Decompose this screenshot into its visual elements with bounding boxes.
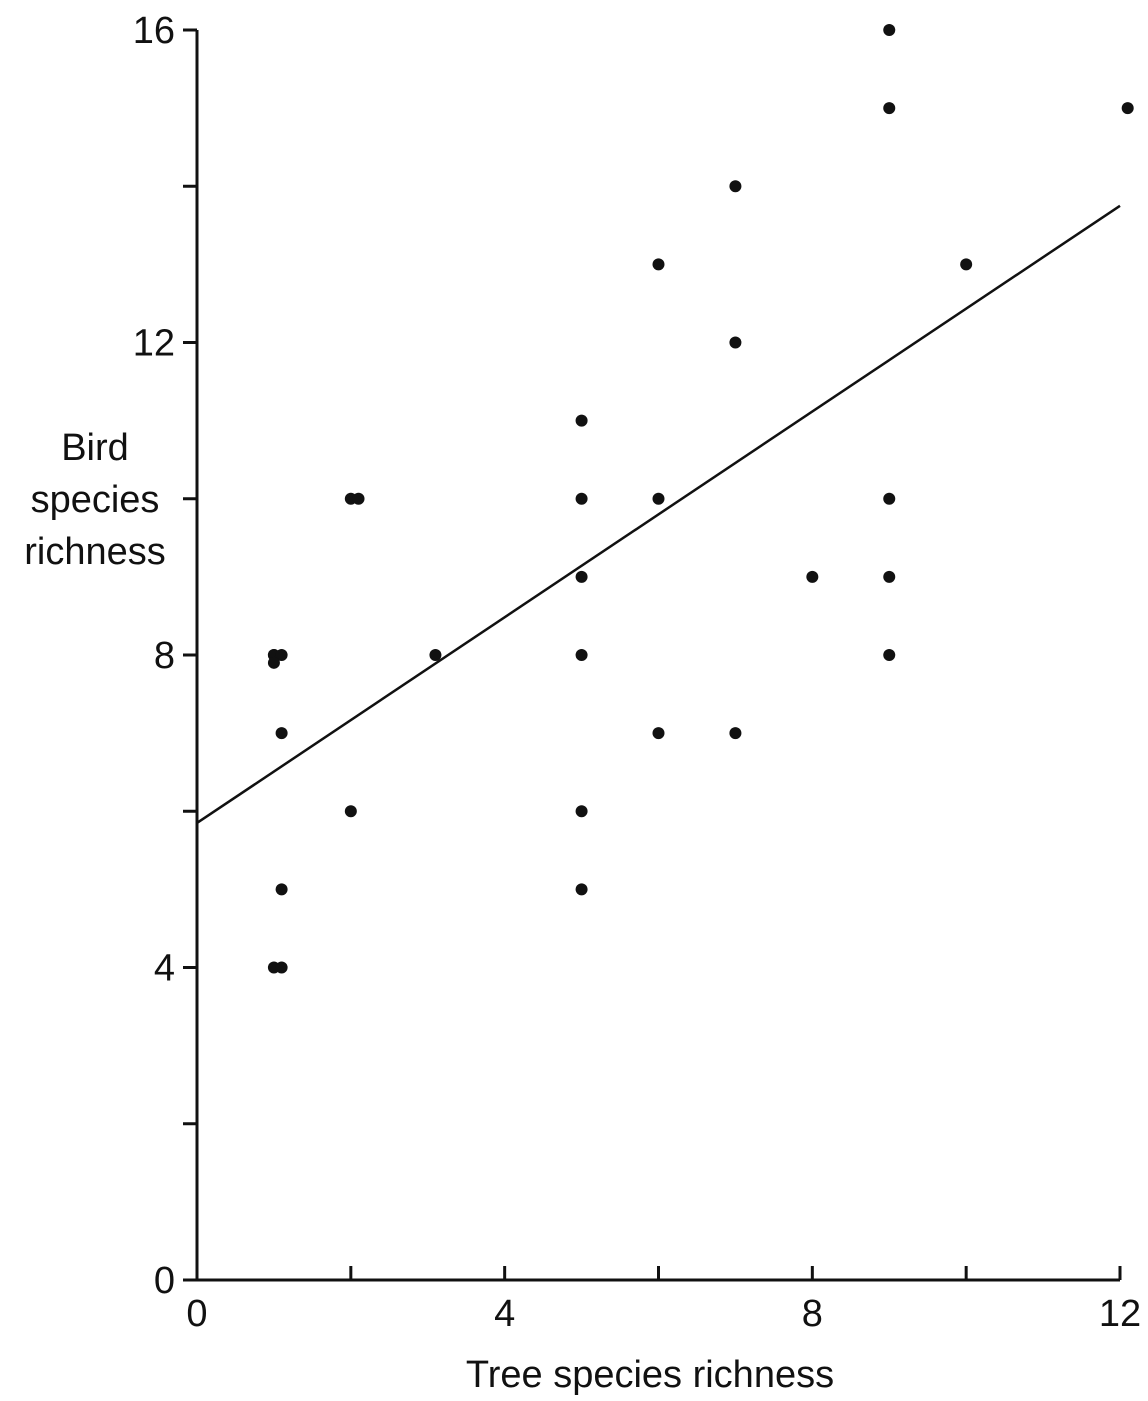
data-point xyxy=(1121,102,1134,115)
data-point xyxy=(729,336,742,349)
data-point xyxy=(883,649,896,661)
data-point xyxy=(352,492,365,505)
data-point xyxy=(960,258,973,271)
x-tick-label: 8 xyxy=(802,1293,823,1335)
data-point xyxy=(806,570,819,583)
data-point xyxy=(275,727,288,740)
data-point xyxy=(883,102,896,115)
data-point xyxy=(267,656,280,669)
data-point xyxy=(575,414,588,427)
data-point xyxy=(883,570,896,583)
data-point xyxy=(883,24,896,36)
y-tick-label: 4 xyxy=(154,948,175,990)
data-point xyxy=(575,492,588,505)
data-point xyxy=(344,805,357,818)
data-point xyxy=(883,492,896,505)
data-point xyxy=(729,180,742,193)
y-axis-title-line-1: Bird xyxy=(61,427,129,469)
x-tick-label: 0 xyxy=(186,1293,207,1335)
data-point xyxy=(275,883,288,896)
data-point xyxy=(429,649,442,661)
data-point xyxy=(575,570,588,583)
regression-line xyxy=(196,204,1121,825)
data-point xyxy=(652,492,665,505)
y-tick-label: 12 xyxy=(133,323,175,365)
y-tick-label: 0 xyxy=(154,1260,175,1302)
y-tick-label: 8 xyxy=(154,635,175,677)
data-point xyxy=(575,883,588,896)
y-tick-label: 16 xyxy=(133,10,175,52)
axis-ticks xyxy=(183,28,1122,1282)
x-axis-title: Tree species richness xyxy=(466,1354,834,1396)
data-point xyxy=(652,258,665,271)
axis-tick-labels: 0 4 8 12 0 4 8 12 16 xyxy=(133,10,1141,1335)
x-tick-label: 12 xyxy=(1099,1293,1141,1335)
data-points xyxy=(267,24,1134,974)
data-point xyxy=(575,649,588,661)
data-point xyxy=(652,727,665,740)
data-point xyxy=(729,727,742,740)
x-tick-label: 4 xyxy=(494,1293,515,1335)
y-axis-title-line-3: richness xyxy=(24,531,166,573)
data-point xyxy=(575,805,588,818)
data-point xyxy=(275,961,288,974)
data-point xyxy=(275,649,288,661)
y-axis-title-line-2: species xyxy=(31,479,160,521)
